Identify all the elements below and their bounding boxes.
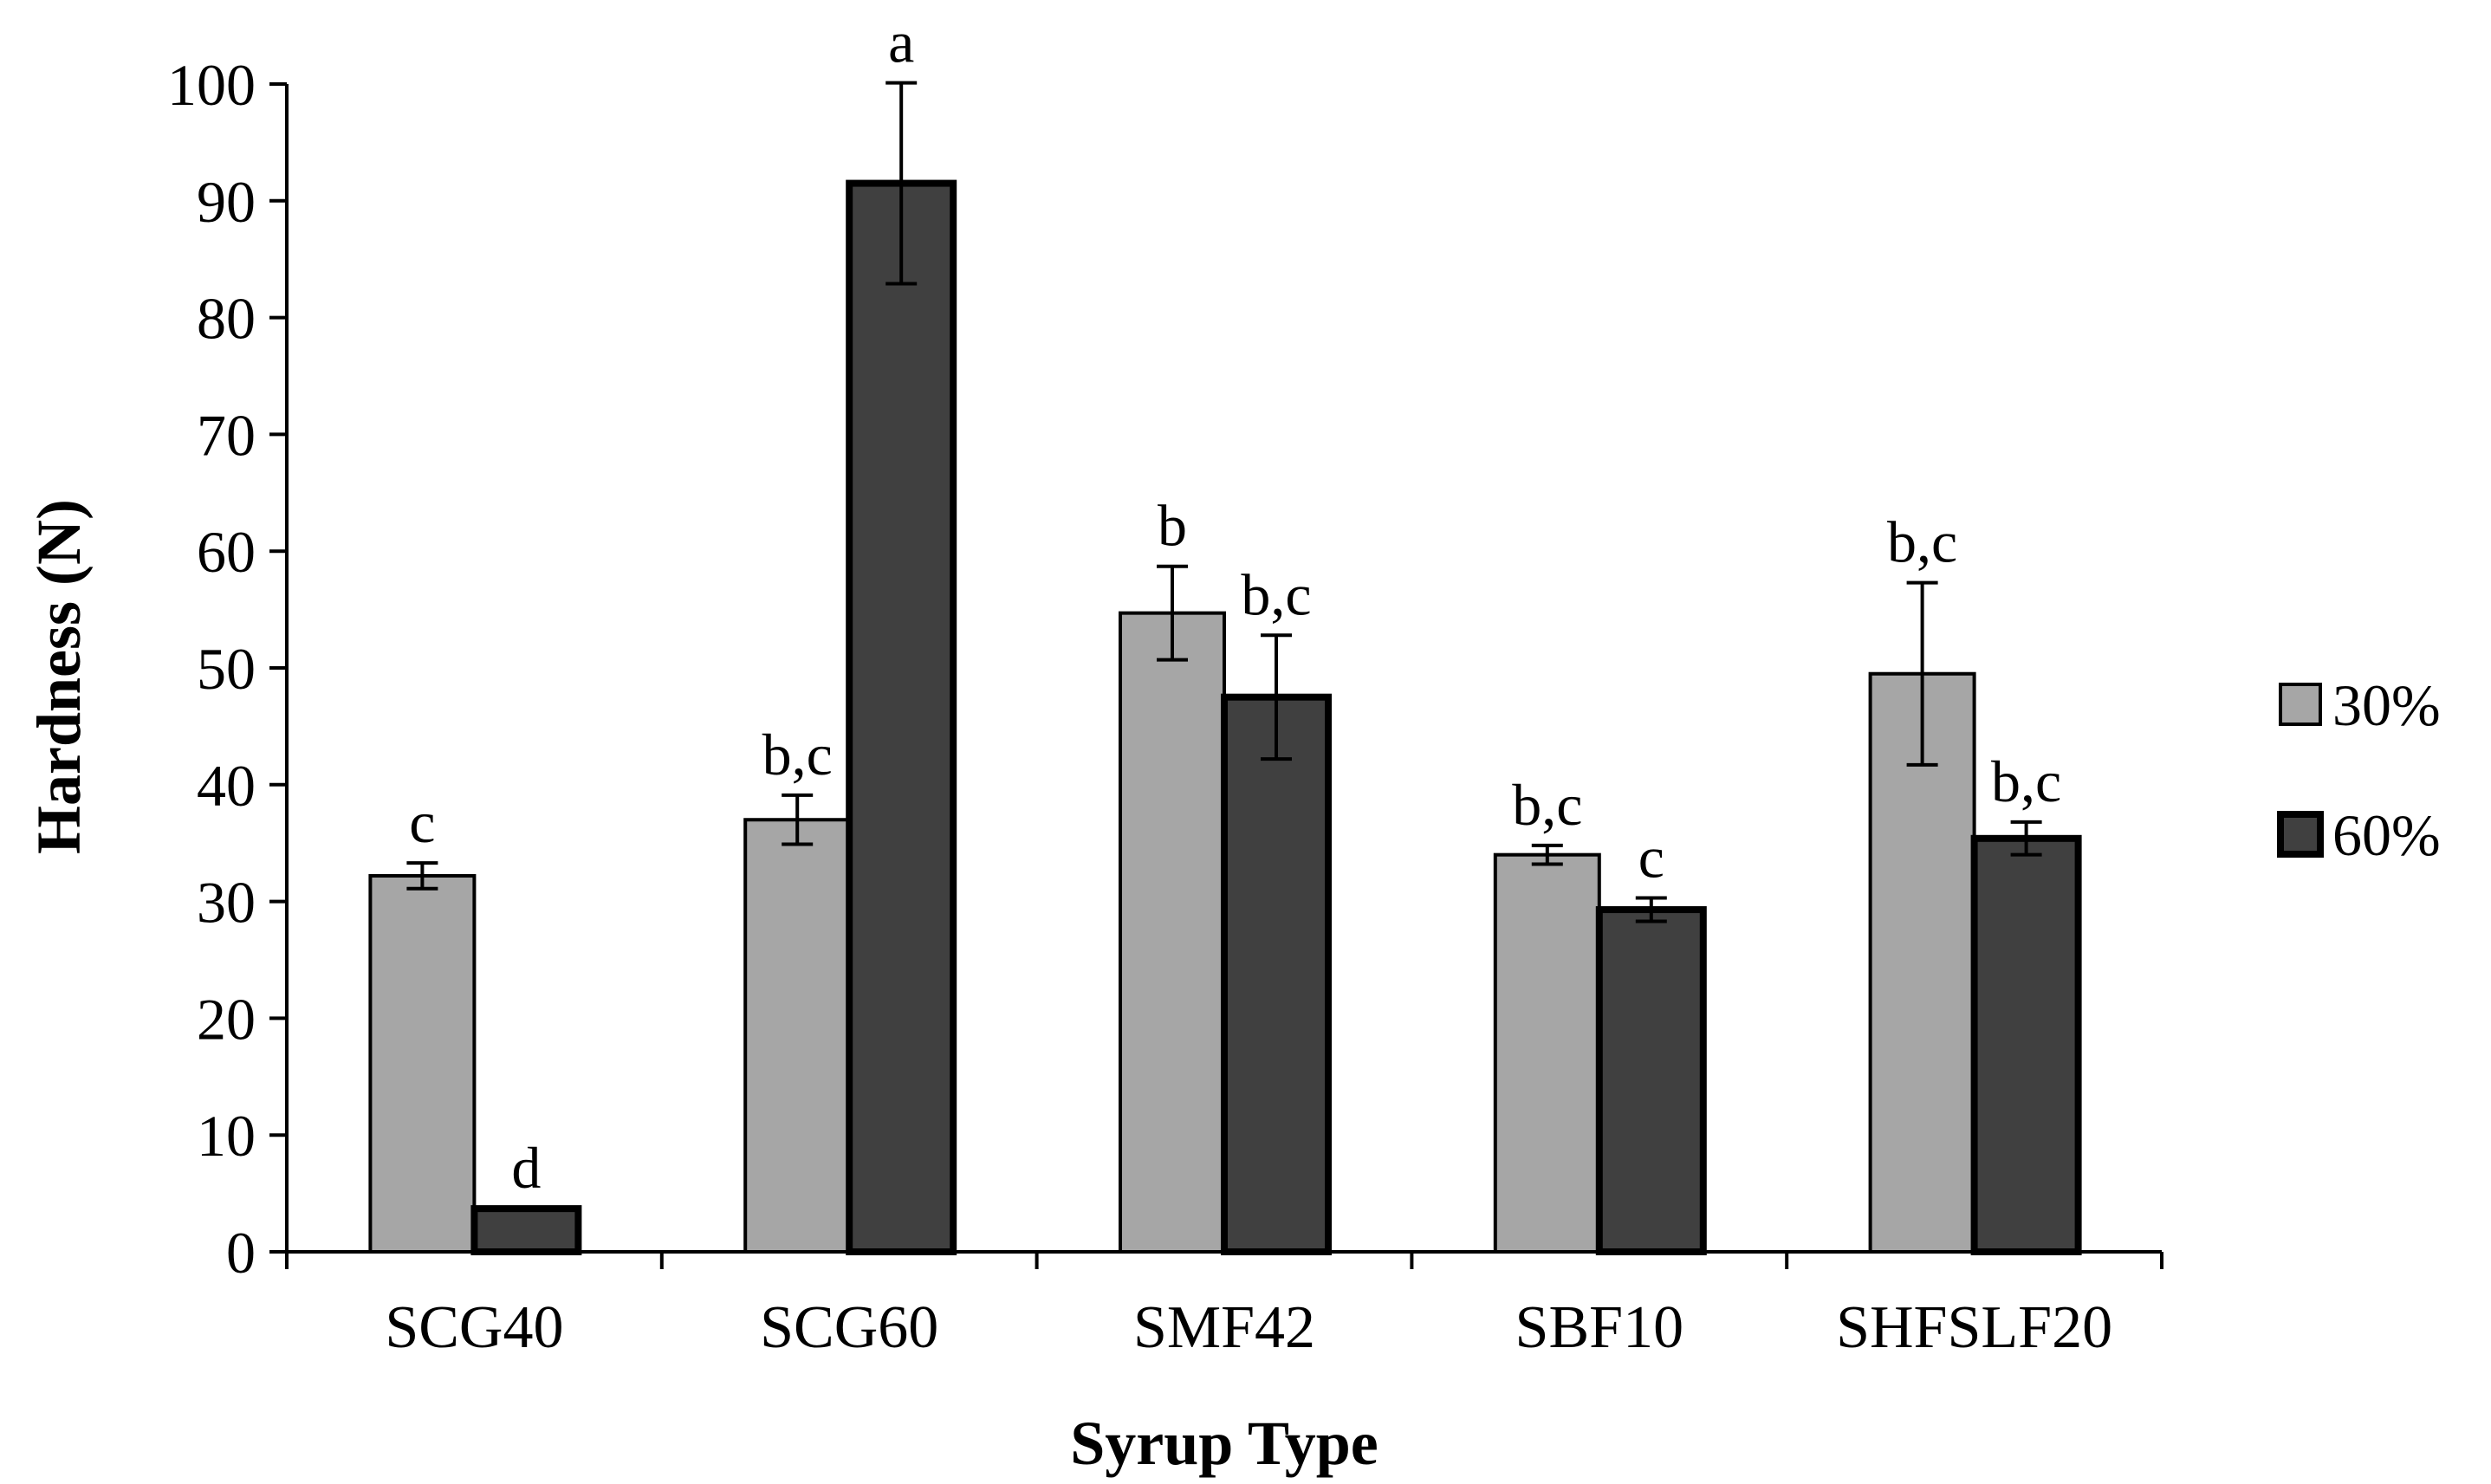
y-tick-label: 40 bbox=[197, 753, 256, 819]
significance-label: c bbox=[1638, 825, 1664, 891]
significance-label: a bbox=[888, 10, 914, 75]
bar-60-sbf10 bbox=[1595, 906, 1707, 1255]
bar-30-smf42 bbox=[1119, 611, 1226, 1254]
bar-30-scg60 bbox=[743, 818, 852, 1254]
y-tick-label: 70 bbox=[197, 402, 256, 468]
bars-layer bbox=[368, 81, 2082, 1256]
legend-label: 30% bbox=[2332, 672, 2441, 738]
significance-label: b,c bbox=[1241, 561, 1311, 627]
x-axis-title: Syrup Type bbox=[1070, 1409, 1378, 1478]
bar-60-shfslf20 bbox=[1970, 834, 2082, 1255]
y-tick-label: 60 bbox=[197, 519, 256, 585]
x-tick-label: SCG60 bbox=[760, 1294, 938, 1361]
y-tick-label: 0 bbox=[226, 1220, 256, 1286]
bar-30-sbf10 bbox=[1493, 852, 1601, 1254]
bar-60-smf42 bbox=[1221, 693, 1332, 1255]
significance-label: b,c bbox=[762, 722, 833, 787]
labels-layer: 0102030405060708090100cdSCG40b,caSCG60bb… bbox=[167, 10, 2112, 1361]
x-tick-label: SMF42 bbox=[1133, 1294, 1315, 1361]
y-axis-title: Hardness (N) bbox=[24, 499, 94, 854]
bar-60-scg60 bbox=[846, 179, 957, 1256]
significance-label: d bbox=[511, 1135, 541, 1201]
y-tick-label: 100 bbox=[167, 52, 256, 118]
bar-60-scg40 bbox=[470, 1205, 582, 1256]
significance-label: b,c bbox=[1887, 509, 1957, 575]
y-tick-label: 10 bbox=[197, 1103, 256, 1169]
significance-label: c bbox=[409, 789, 435, 855]
legend-label: 60% bbox=[2332, 802, 2441, 868]
y-tick-label: 90 bbox=[197, 169, 256, 235]
x-tick-label: SHFSLF20 bbox=[1836, 1294, 2112, 1361]
significance-label: b,c bbox=[1991, 748, 2061, 814]
y-tick-label: 30 bbox=[197, 870, 256, 936]
x-tick-label: SBF10 bbox=[1515, 1294, 1684, 1361]
axes-layer bbox=[269, 82, 2163, 1269]
bar-30-scg40 bbox=[368, 873, 477, 1254]
y-tick-label: 80 bbox=[197, 286, 256, 352]
y-tick-label: 50 bbox=[197, 636, 256, 702]
significance-label: b,c bbox=[1512, 772, 1582, 838]
y-tick-label: 20 bbox=[197, 986, 256, 1052]
significance-label: b bbox=[1158, 493, 1187, 559]
legend: 30% 60% bbox=[2277, 672, 2441, 868]
x-tick-label: SCG40 bbox=[385, 1294, 563, 1361]
legend-swatch-60 bbox=[2277, 811, 2324, 858]
legend-swatch-30 bbox=[2279, 683, 2322, 726]
